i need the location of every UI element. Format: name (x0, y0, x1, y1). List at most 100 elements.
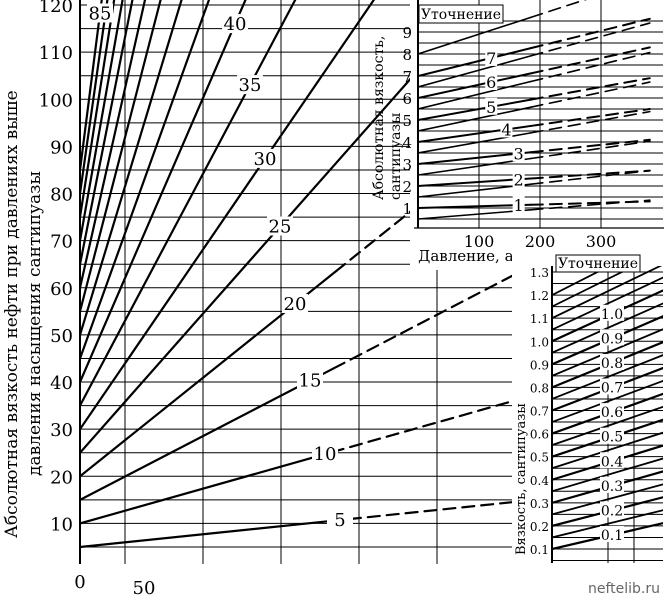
inset-bottom-series-label-bg (600, 476, 624, 493)
inset-bottom-helper-line (552, 380, 663, 423)
inset-top-background (414, 0, 664, 236)
inset-bottom-y-tick-label: 0.9 (530, 358, 549, 372)
inset-bottom-series-label: 1.0 (601, 307, 623, 323)
inset-top-series-label-bg (512, 196, 525, 214)
inset-bottom-y-tick-label: 0.7 (530, 405, 549, 419)
main-y-tick-label: 110 (39, 43, 73, 64)
inset-top-lines (418, 0, 651, 220)
inset-bottom-curve-labels: 0.1 0.2 0.3 0.4 0.5 0.6 0.7 0.8 0.9 1.0 (600, 304, 624, 544)
inset-bottom-y-tick-label: 1.0 (530, 335, 549, 349)
inset-top-series-label: 5 (486, 98, 496, 117)
main-series-line (80, 0, 548, 360)
inset-bottom-y-tick-label: 0.6 (530, 428, 549, 442)
inset-bottom-y-tick-label: 1.1 (530, 312, 549, 326)
inset-bottom-series-label-bg (600, 427, 624, 444)
main-y-tick-label: 30 (50, 420, 73, 441)
inset-bottom-helper-line (552, 431, 663, 470)
inset-bottom-helper-line (552, 457, 663, 493)
inset-top-y-tick-label: 3 (402, 156, 412, 174)
inset-bottom-series-label: 0.8 (601, 356, 623, 372)
main-y-tick-label: 100 (39, 90, 73, 111)
main-series-label: 15 (299, 371, 322, 392)
inset-top-series-line-dashed (529, 108, 651, 127)
inset-bottom-title: Уточнение (558, 256, 638, 272)
main-series-line (80, 0, 548, 431)
inset-top-ylabel-line-1: Абсолютная вязкость, (371, 36, 387, 200)
main-y-tick-label: 20 (50, 467, 73, 488)
inset-bottom-ylabel: Вязкость, сантипуазы (514, 403, 529, 555)
main-series-label-bg (297, 370, 323, 390)
inset-top-series-line-dashed (529, 17, 651, 50)
inset-top-title: Уточнение (421, 7, 501, 23)
main-y-tick-label: 80 (50, 185, 73, 206)
inset-top-series-label: 1 (514, 196, 524, 215)
inset-bottom-series-label-bg (600, 526, 624, 543)
inset-bottom-series-label: 0.7 (601, 381, 623, 397)
main-series-label: 5 (334, 510, 345, 531)
main-series-line-dashed (328, 497, 548, 523)
inset-top-ylabel-line-2: сантипуазы (388, 113, 404, 200)
inset-bottom-series-label: 0.1 (601, 528, 623, 544)
inset-top-helper-line-dashed (530, 169, 651, 185)
inset-top-series-line-dashed (529, 169, 651, 180)
inset-top-series-line (418, 203, 532, 209)
inset-bottom-series-label: 0.5 (601, 430, 623, 446)
main-chart-lines (80, 0, 548, 549)
main-x-tick-label: 50 (133, 578, 156, 598)
inset-bottom-helper-line (552, 354, 663, 400)
main-ylabel-line-1: Абсолютная вязкость нефти при давлениях … (2, 90, 22, 538)
inset-top-series-line (418, 151, 532, 165)
inset-top-x-tick-label: 200 (525, 232, 556, 251)
main-series-line (80, 0, 548, 337)
inset-top-helper-line-dashed (530, 110, 651, 134)
inset-top-y-tick-label: 8 (402, 46, 412, 64)
inset-top-helper-line (418, 80, 532, 110)
inset-bottom-y-tick-label: 0.1 (530, 543, 549, 557)
inset-top-helper-line-dashed (530, 51, 651, 83)
inset-bottom-helper-line (552, 276, 663, 331)
inset-bottom-series-label: 0.9 (601, 331, 623, 347)
inset-top-y-tick-label: 1 (402, 200, 412, 218)
inset-top-series-line (418, 177, 532, 187)
inset-bottom-y-tick-label: 1.2 (530, 289, 549, 303)
inset-top-helper-line (418, 106, 532, 132)
inset-top-series-label: 7 (486, 49, 496, 68)
inset-bottom-series-label: 0.6 (601, 405, 623, 421)
inset-bottom-y-tick-label: 0.8 (530, 381, 549, 395)
inset-bottom-y-tick-label: 0.3 (530, 497, 549, 511)
main-series-line (80, 0, 548, 384)
inset-top-y-tick-label: 5 (402, 112, 412, 130)
inset-bottom-y-tick-label: 0.4 (530, 474, 549, 488)
main-x-tick-label: 0 (74, 572, 85, 593)
inset-bottom-title-box (555, 254, 641, 273)
inset-top-helper-line-dashed (530, 140, 651, 160)
inset-bottom-series-label-bg (600, 378, 624, 395)
main-series-label-bg (282, 294, 308, 314)
inset-top-helper-line (418, 16, 532, 55)
inset-top-series-line (418, 72, 532, 99)
inset-top-y-tick-label: 4 (402, 134, 412, 152)
inset-top-series-label: 3 (514, 144, 524, 163)
inset-bottom-series-label: 0.3 (601, 479, 623, 495)
inset-bottom-series-label-bg (600, 353, 624, 370)
main-series-line (80, 0, 548, 313)
main-series-line (80, 0, 548, 407)
inset-bottom-series-label-bg (600, 329, 624, 346)
inset-top-series-label-bg (485, 73, 498, 91)
inset-top-series-line (418, 98, 532, 121)
inset-bottom-helper-line (552, 483, 663, 516)
inset-bottom-series-label-bg (600, 304, 624, 321)
main-series-label: 85 (89, 3, 112, 24)
inset-top-y-tick-label: 6 (402, 90, 412, 108)
main-y-tick-label: 40 (50, 373, 73, 394)
main-series-label-bg (252, 148, 278, 168)
inset-bottom-y-tick-label: 0.2 (530, 520, 549, 534)
inset-bottom-series-label: 0.2 (601, 503, 623, 519)
main-ylabel-line-2: давления насыщения сантипуазы (25, 171, 45, 476)
inset-bottom-series-label: 0.4 (601, 454, 623, 470)
inset-top-series-line-dashed (529, 46, 651, 75)
main-series-label-bg (267, 216, 293, 236)
